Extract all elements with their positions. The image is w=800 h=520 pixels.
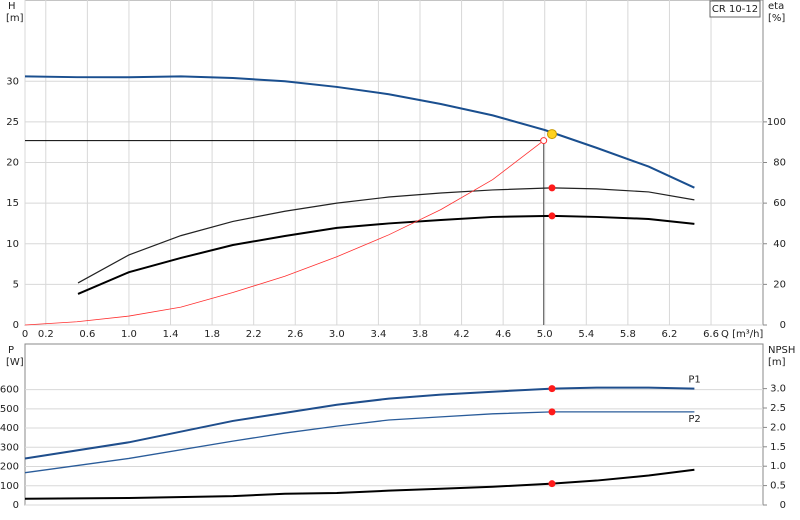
duty-marker [548,212,556,220]
x-tick-label: 1.4 [163,329,179,340]
x-tick-label: 0 [22,329,28,340]
y2-tick-label: 3.0 [770,384,786,395]
y2-tick-label: 60 [773,198,786,209]
y2-tick-label: 100 [767,117,786,128]
y-tick-label: 600 [0,385,19,396]
y-tick-label: 100 [0,481,19,492]
y2-tick-label: 0 [780,320,786,331]
y2-axis-unit: [%] [768,13,785,24]
x-tick-label: 3.4 [370,329,386,340]
x-tick-label: 4.2 [454,329,470,340]
y-tick-label: 10 [6,239,19,250]
y2-axis-label: eta [768,1,784,12]
y2-tick-label: 0 [780,500,786,511]
y-axis-unit: [W] [6,357,24,368]
y-axis-unit: [m] [6,13,24,24]
y2-axis-unit: [m] [768,357,786,368]
y2-axis-label: NPSH [768,345,795,356]
y-tick-label: 200 [0,462,19,473]
y-tick-label: 0 [13,320,19,331]
duty-marker [548,480,556,488]
x-tick-label: 2.2 [246,329,262,340]
series-line [24,140,544,326]
y-axis-label: H [8,1,16,12]
y-tick-label: 20 [6,158,19,169]
series-label: P1 [688,375,700,386]
y-tick-label: 0 [13,500,19,511]
y-tick-label: 5 [13,279,19,290]
duty-marker [548,408,556,416]
model-label: CR 10-12 [712,4,758,15]
x-tick-label: 0.2 [38,329,54,340]
x-tick-label: 1.0 [121,329,137,340]
x-axis-label: Q [m³/h] [721,329,763,340]
y2-tick-label: 1.0 [770,461,786,472]
duty-marker [548,184,556,192]
series-label: P2 [688,414,700,425]
x-tick-label: 0.6 [79,329,95,340]
y2-tick-label: 20 [773,279,786,290]
series-line [24,468,695,500]
y-tick-label: 30 [6,76,19,87]
y2-tick-label: 2.5 [770,403,786,414]
series-line [24,411,695,474]
x-tick-label: 1.8 [204,329,220,340]
y-tick-label: 25 [6,117,19,128]
x-tick-label: 4.6 [495,329,511,340]
y2-tick-label: 2.0 [770,422,786,433]
series-line [24,75,695,189]
plot-frame [24,343,764,506]
duty-marker [546,129,557,140]
y2-tick-label: 40 [773,239,786,250]
x-tick-label: 2.6 [287,329,303,340]
x-tick-label: 6.6 [703,329,719,340]
x-tick-label: 3.0 [329,329,345,340]
duty-marker [548,385,556,393]
x-tick-label: 5.8 [620,329,636,340]
y-tick-label: 15 [6,198,19,209]
y-axis-label: P [8,345,14,356]
y-tick-label: 500 [0,404,19,415]
series-line [77,214,695,295]
y2-tick-label: 0.5 [770,481,786,492]
ref-marker [540,137,548,145]
x-tick-label: 6.2 [661,329,677,340]
x-tick-label: 5.0 [537,329,553,340]
model-box [709,0,761,18]
y-tick-label: 400 [0,423,19,434]
x-tick-label: 5.4 [578,329,594,340]
y2-tick-label: 80 [773,158,786,169]
y-tick-label: 300 [0,442,19,453]
x-tick-label: 3.8 [412,329,428,340]
y2-tick-label: 1.5 [770,442,786,453]
series-line [77,187,695,284]
series-line [24,386,695,460]
